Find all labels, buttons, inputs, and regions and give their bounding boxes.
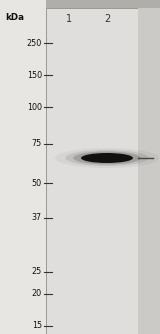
Text: kDa: kDa xyxy=(5,13,24,22)
Ellipse shape xyxy=(73,152,141,165)
Bar xyxy=(138,8,160,334)
Bar xyxy=(0,0,46,334)
Text: 50: 50 xyxy=(32,178,42,187)
Text: 150: 150 xyxy=(27,70,42,79)
Ellipse shape xyxy=(55,148,159,168)
Text: 75: 75 xyxy=(32,140,42,149)
Text: 250: 250 xyxy=(27,38,42,47)
Bar xyxy=(46,8,138,334)
Ellipse shape xyxy=(65,150,149,166)
Text: 1: 1 xyxy=(66,14,72,24)
Text: 100: 100 xyxy=(27,103,42,112)
Ellipse shape xyxy=(81,153,133,163)
Text: 37: 37 xyxy=(32,213,42,222)
Text: 15: 15 xyxy=(32,322,42,331)
Text: 2: 2 xyxy=(104,14,110,24)
Text: 20: 20 xyxy=(32,290,42,299)
Text: 25: 25 xyxy=(32,268,42,277)
